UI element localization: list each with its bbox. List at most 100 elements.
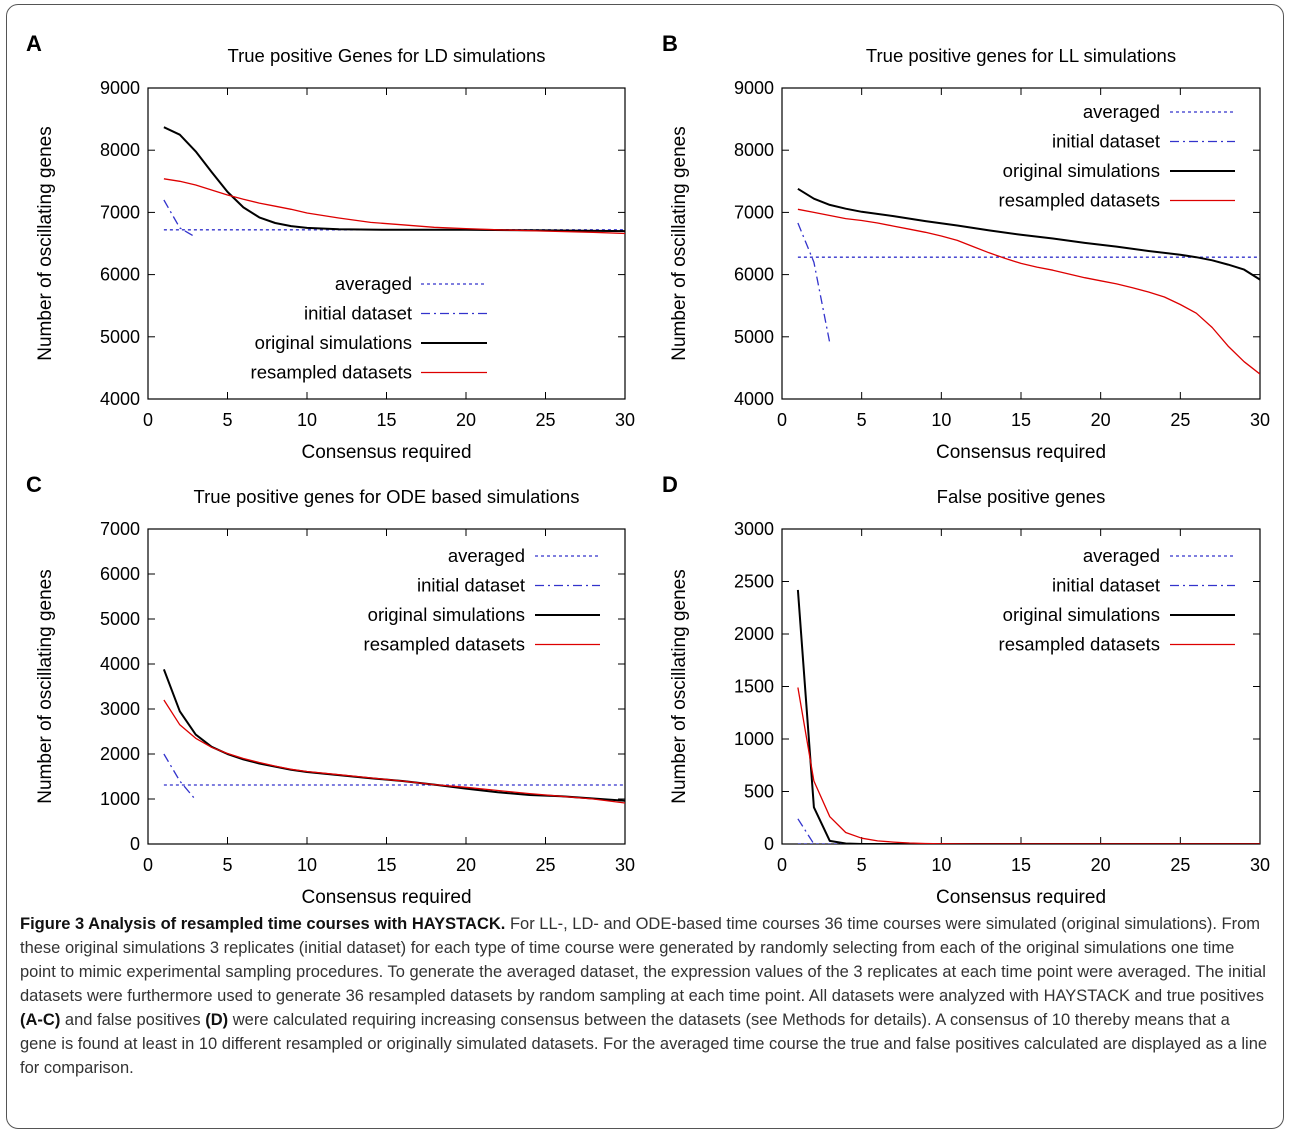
legend-label-original-simulations-b: original simulations	[1003, 160, 1160, 181]
caption-label: Figure 3 Analysis of resampled time cour…	[20, 915, 506, 933]
series-line-initial-dataset-d	[797, 818, 815, 844]
x-tick-label-d: 5	[857, 855, 867, 875]
x-tick-label-a: 5	[222, 410, 232, 430]
caption-text-1: For LL-, LD- and ODE-based time courses …	[20, 915, 1266, 1005]
legend-label-original-simulations-d: original simulations	[1003, 604, 1160, 625]
y-tick-label-a: 9000	[100, 78, 140, 98]
x-tick-label-d: 25	[1170, 855, 1190, 875]
x-tick-label-b: 20	[1091, 410, 1111, 430]
x-axis-label-c: Consensus required	[301, 887, 471, 905]
y-tick-label-d: 1000	[734, 729, 774, 749]
plot-area-d	[781, 528, 1261, 845]
series-line-resampled-datasets-c	[163, 699, 625, 804]
legend-label-averaged-b: averaged	[1083, 101, 1160, 122]
y-tick-label-b: 6000	[734, 265, 774, 285]
legend-label-resampled-datasets-a: resampled datasets	[251, 362, 412, 383]
y-tick-label-c: 7000	[100, 519, 140, 539]
figure-caption: Figure 3 Analysis of resampled time cour…	[20, 912, 1270, 1080]
y-tick-label-d: 0	[764, 834, 774, 854]
chart-title-a: True positive Genes for LD simulations	[227, 45, 545, 66]
series-line-original-simulations-d	[796, 589, 1260, 844]
x-axis-label-a: Consensus required	[301, 442, 471, 463]
series-line-resampled-datasets-b	[797, 208, 1260, 375]
y-tick-label-c: 1000	[100, 789, 140, 809]
legend-label-resampled-datasets-b: resampled datasets	[999, 190, 1160, 211]
x-tick-label-a: 20	[456, 410, 476, 430]
series-line-initial-dataset-c	[163, 753, 197, 801]
series-line-resampled-datasets-a	[163, 178, 625, 235]
plot-area-b	[781, 87, 1261, 400]
y-tick-label-c: 5000	[100, 609, 140, 629]
legend-label-original-simulations-a: original simulations	[255, 332, 412, 353]
legend-label-initial-dataset-a: initial dataset	[304, 303, 412, 324]
y-tick-label-b: 5000	[734, 327, 774, 347]
y-tick-label-c: 0	[130, 834, 140, 854]
legend-label-initial-dataset-d: initial dataset	[1052, 575, 1160, 596]
y-tick-label-c: 6000	[100, 564, 140, 584]
x-tick-label-a: 25	[535, 410, 555, 430]
y-tick-label-b: 8000	[734, 140, 774, 160]
y-tick-label-d: 500	[744, 782, 774, 802]
y-tick-label-d: 2500	[734, 572, 774, 592]
x-tick-label-b: 10	[931, 410, 951, 430]
x-tick-label-d: 15	[1011, 855, 1031, 875]
y-tick-label-b: 9000	[734, 78, 774, 98]
y-axis-label-a: Number of oscillating genes	[35, 126, 56, 360]
caption-text-2: and false positives	[60, 1011, 206, 1029]
x-tick-label-a: 0	[143, 410, 153, 430]
x-axis-label-d: Consensus required	[936, 887, 1106, 905]
caption-ref-ac: (A-C)	[20, 1011, 61, 1029]
series-line-resampled-datasets-d	[797, 687, 1260, 844]
chart-title-d: False positive genes	[937, 486, 1106, 507]
x-tick-label-c: 25	[535, 855, 555, 875]
y-tick-label-b: 7000	[734, 202, 774, 222]
caption-ref-d: (D)	[205, 1011, 229, 1029]
x-tick-label-d: 10	[931, 855, 951, 875]
series-line-original-simulations-b	[797, 187, 1260, 281]
x-tick-label-b: 0	[777, 410, 787, 430]
x-axis-label-b: Consensus required	[936, 442, 1106, 463]
y-tick-label-d: 1500	[734, 677, 774, 697]
x-tick-label-d: 30	[1250, 855, 1270, 875]
x-tick-label-c: 30	[615, 855, 635, 875]
y-tick-label-d: 2000	[734, 624, 774, 644]
series-line-initial-dataset-a	[163, 199, 197, 238]
legend-label-initial-dataset-b: initial dataset	[1052, 131, 1160, 152]
x-tick-label-a: 10	[297, 410, 317, 430]
y-tick-label-c: 4000	[100, 654, 140, 674]
legend-label-averaged-d: averaged	[1083, 545, 1160, 566]
series-line-original-simulations-a	[163, 126, 625, 233]
panel-label-c: C	[26, 472, 42, 497]
x-tick-label-a: 15	[376, 410, 396, 430]
x-tick-label-b: 25	[1170, 410, 1190, 430]
x-tick-label-d: 0	[777, 855, 787, 875]
legend-label-resampled-datasets-d: resampled datasets	[999, 634, 1160, 655]
series-line-original-simulations-c	[162, 669, 625, 802]
chart-title-c: True positive genes for ODE based simula…	[194, 486, 580, 507]
x-tick-label-d: 20	[1091, 855, 1111, 875]
y-tick-label-a: 6000	[100, 265, 140, 285]
x-tick-label-c: 15	[376, 855, 396, 875]
x-tick-label-c: 10	[297, 855, 317, 875]
y-tick-label-a: 7000	[100, 202, 140, 222]
x-tick-label-c: 0	[143, 855, 153, 875]
x-tick-label-c: 5	[222, 855, 232, 875]
y-tick-label-b: 4000	[734, 389, 774, 409]
y-axis-label-d: Number of oscillating genes	[669, 569, 690, 803]
legend-label-averaged-a: averaged	[335, 273, 412, 294]
legend-label-original-simulations-c: original simulations	[368, 604, 525, 625]
figure-frame	[6, 4, 1284, 1129]
x-tick-label-a: 30	[615, 410, 635, 430]
y-tick-label-a: 4000	[100, 389, 140, 409]
y-tick-label-c: 3000	[100, 699, 140, 719]
caption-text-3: were calculated requiring increasing con…	[20, 1011, 1268, 1077]
y-tick-label-a: 5000	[100, 327, 140, 347]
x-tick-label-c: 20	[456, 855, 476, 875]
chart-title-b: True positive genes for LL simulations	[866, 45, 1176, 66]
y-tick-label-c: 2000	[100, 744, 140, 764]
legend-label-resampled-datasets-c: resampled datasets	[364, 634, 525, 655]
x-tick-label-b: 5	[857, 410, 867, 430]
y-axis-label-c: Number of oscillating genes	[35, 569, 56, 803]
figure-plots: A True positive Genes for LD simulations 0…	[26, 31, 1270, 905]
panel-label-d: D	[662, 472, 678, 497]
